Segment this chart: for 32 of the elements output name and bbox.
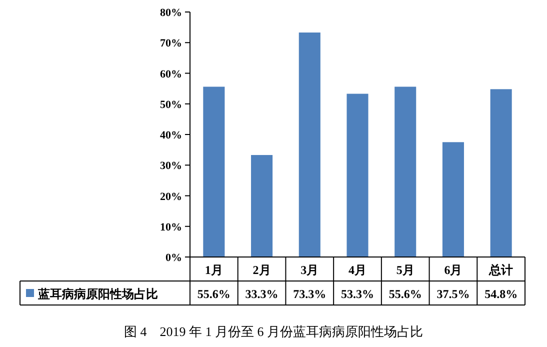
bar: [346, 94, 368, 257]
bar: [490, 89, 512, 257]
data-label: 55.6%: [388, 287, 422, 301]
y-tick-label: 10%: [160, 221, 182, 234]
data-label: 33.3%: [245, 287, 278, 301]
x-tick-label: 总计: [488, 263, 514, 277]
y-tick-label: 20%: [160, 190, 182, 203]
y-tick-label: 80%: [160, 7, 182, 19]
y-tick-label: 0%: [166, 252, 182, 264]
x-tick-label: 2月: [252, 263, 271, 277]
legend-label: 蓝耳病病原阳性场占比: [37, 287, 158, 301]
x-tick-label: 4月: [348, 263, 366, 277]
data-label: 37.5%: [436, 287, 470, 301]
y-tick-label: 30%: [160, 160, 182, 172]
data-label: 55.6%: [197, 287, 230, 301]
bar: [394, 86, 416, 257]
data-label: 54.8%: [484, 287, 518, 301]
bar: [298, 32, 320, 257]
y-tick-label: 40%: [160, 130, 182, 142]
bar: [203, 86, 225, 257]
bar: [251, 155, 273, 257]
data-label: 53.3%: [341, 287, 374, 301]
data-label: 73.3%: [293, 287, 326, 301]
x-tick-label: 1月: [204, 263, 223, 277]
y-tick-label: 70%: [160, 38, 182, 50]
y-tick-label: 60%: [160, 68, 182, 80]
x-tick-label: 6月: [444, 263, 462, 277]
x-tick-label: 3月: [300, 263, 319, 277]
text: 图 4 2019 年 1 月份至 6 月份蓝耳病病原阳性场占比: [124, 324, 423, 339]
y-tick-label: 50%: [160, 98, 182, 111]
x-tick-label: 5月: [396, 263, 414, 277]
bar: [442, 142, 464, 257]
